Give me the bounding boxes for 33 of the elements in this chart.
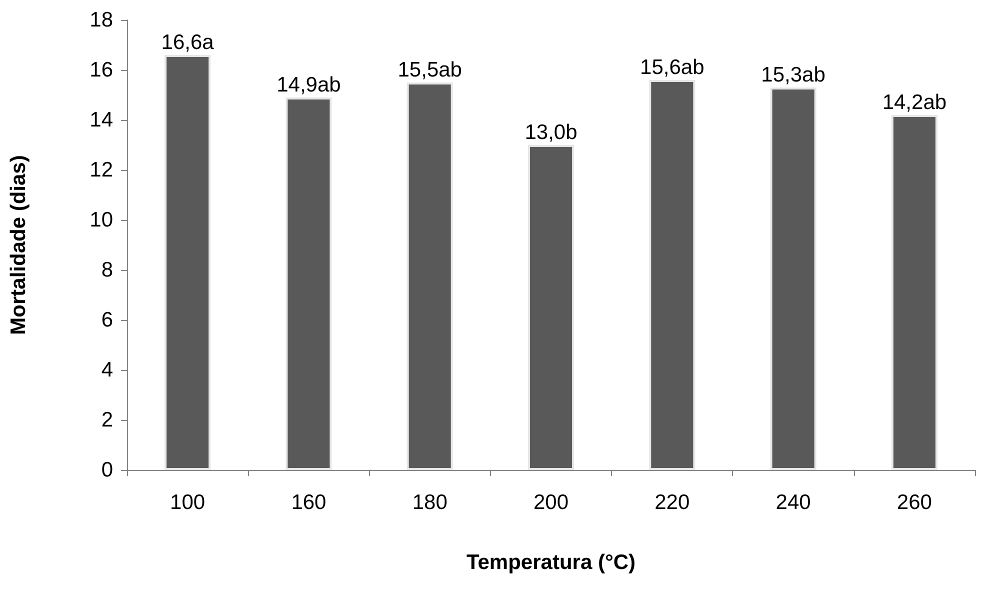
y-tick-label: 12 — [90, 158, 113, 182]
data-label: 16,6a — [161, 31, 214, 54]
bar — [406, 82, 453, 470]
y-tick-label: 6 — [101, 308, 113, 332]
x-tick-label: 180 — [412, 491, 448, 514]
bar — [891, 115, 938, 470]
x-tick-label: 260 — [896, 491, 932, 514]
data-label: 15,6ab — [640, 56, 704, 79]
x-tick-label: 160 — [291, 491, 326, 514]
y-tick-label: 4 — [101, 358, 114, 382]
data-label: 14,2ab — [882, 91, 947, 114]
data-label: 14,9ab — [276, 74, 341, 96]
y-tick-label: 8 — [101, 258, 113, 282]
data-label: 15,3ab — [761, 64, 826, 86]
x-tick-label: 200 — [533, 491, 569, 514]
x-tick-label: 100 — [170, 491, 206, 514]
bar — [770, 88, 816, 470]
x-tick-label: 220 — [654, 491, 690, 514]
data-label: 13,0b — [524, 121, 578, 144]
y-tick-label: 14 — [90, 108, 114, 132]
bar — [286, 98, 332, 470]
bar — [164, 55, 211, 470]
y-tick-label: 18 — [90, 8, 113, 32]
y-axis-title: Mortalidade (dias) — [7, 155, 30, 335]
y-tick-label: 0 — [101, 458, 113, 482]
x-axis-title: Temperatura (°C) — [466, 551, 636, 574]
bar — [649, 80, 696, 470]
y-tick-label: 10 — [90, 208, 113, 232]
bar — [528, 145, 574, 470]
data-label: 15,5ab — [398, 58, 462, 82]
y-tick-label: 2 — [101, 408, 113, 432]
y-tick-label: 16 — [90, 58, 113, 82]
x-tick-label: 240 — [776, 491, 811, 514]
